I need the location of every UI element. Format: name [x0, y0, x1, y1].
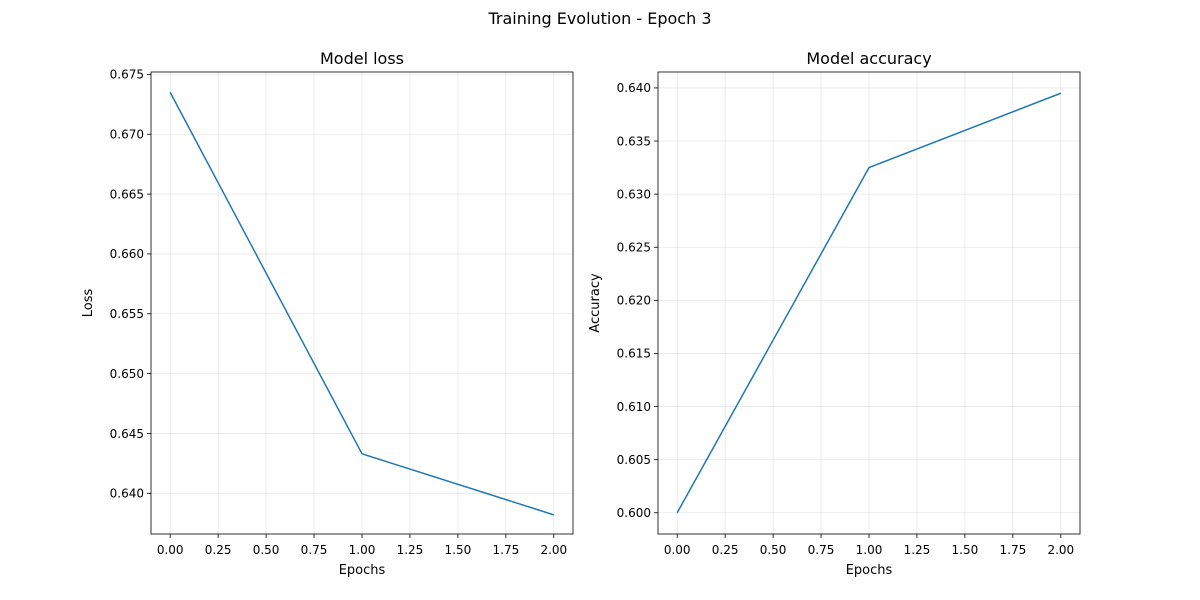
accuracy-y-tick-label: 0.630 — [617, 187, 651, 201]
loss-x-tick-label: 0.00 — [157, 543, 184, 557]
accuracy-x-tick-label: 1.25 — [904, 543, 931, 557]
accuracy-x-tick-label: 0.25 — [712, 543, 739, 557]
loss-y-axis-label: Loss — [81, 289, 96, 318]
loss-y-tick-label: 0.650 — [110, 367, 144, 381]
accuracy-y-axis-label: Accuracy — [588, 273, 603, 333]
loss-x-axis-label: Epochs — [339, 563, 386, 578]
loss-x-tick-label: 1.25 — [397, 543, 424, 557]
accuracy-series-line — [676, 92, 1062, 514]
accuracy-y-tick-label: 0.625 — [617, 241, 651, 255]
loss-x-tick-label: 1.75 — [493, 543, 520, 557]
accuracy-y-tick-label: 0.610 — [617, 400, 651, 414]
accuracy-x-tick-label: 0.00 — [664, 543, 691, 557]
accuracy-x-tick-label: 1.75 — [1000, 543, 1027, 557]
loss-x-tick-label: 1.00 — [349, 543, 376, 557]
loss-y-tick-label: 0.640 — [110, 487, 144, 501]
loss-y-tick-label: 0.645 — [110, 427, 144, 441]
accuracy-y-tick-label: 0.635 — [617, 134, 651, 148]
loss-x-tick-label: 0.25 — [205, 543, 232, 557]
loss-x-tick-label: 0.50 — [253, 543, 280, 557]
accuracy-y-tick-label: 0.605 — [617, 453, 651, 467]
accuracy-y-tick-label: 0.640 — [617, 81, 651, 95]
loss-y-tick-label: 0.670 — [110, 128, 144, 142]
loss-y-tick-label: 0.655 — [110, 307, 144, 321]
accuracy-x-tick-label: 0.50 — [760, 543, 787, 557]
accuracy-x-tick-label: 1.00 — [856, 543, 883, 557]
accuracy-y-tick-label: 0.600 — [617, 506, 651, 520]
accuracy-y-tick-label: 0.615 — [617, 347, 651, 361]
accuracy-x-axis-label: Epochs — [846, 563, 893, 578]
loss-x-tick-label: 0.75 — [301, 543, 328, 557]
loss-y-tick-label: 0.675 — [110, 68, 144, 82]
loss-title: Model loss — [320, 49, 404, 68]
accuracy-x-tick-label: 2.00 — [1047, 543, 1074, 557]
accuracy-y-tick-label: 0.620 — [617, 294, 651, 308]
loss-y-tick-label: 0.660 — [110, 247, 144, 261]
loss-x-tick-label: 2.00 — [540, 543, 567, 557]
accuracy-x-tick-label: 0.75 — [808, 543, 835, 557]
loss-x-tick-label: 1.50 — [445, 543, 472, 557]
accuracy-title: Model accuracy — [806, 49, 931, 68]
loss-y-tick-label: 0.665 — [110, 187, 144, 201]
accuracy-x-tick-label: 1.50 — [952, 543, 979, 557]
figure-title: Training Evolution - Epoch 3 — [488, 9, 712, 28]
loss-series-line — [169, 91, 555, 516]
